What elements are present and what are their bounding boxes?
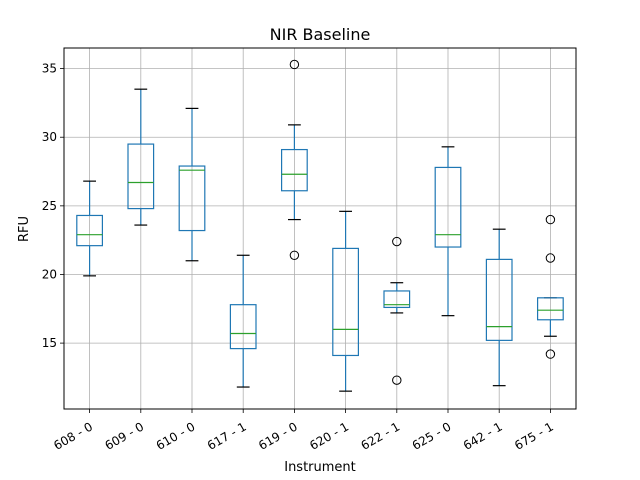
box-layer <box>76 59 564 392</box>
x-tick-label: 620 - 1 <box>307 419 351 452</box>
y-tick-label: 15 <box>42 336 57 350</box>
outlier-point <box>545 253 556 263</box>
chart-title: NIR Baseline <box>270 25 371 44</box>
box-609-0 <box>127 88 155 226</box>
iqr-box <box>332 247 359 357</box>
x-tick-label: 642 - 1 <box>461 419 505 452</box>
x-tick-label: 619 - 0 <box>256 419 300 452</box>
box-675-1 <box>536 214 564 359</box>
iqr-box <box>127 143 155 210</box>
y-tick-label: 25 <box>42 199 57 213</box>
outlier-point <box>545 214 556 225</box>
iqr-box <box>281 148 308 192</box>
outlier-point <box>545 349 556 359</box>
box-617-1 <box>229 254 257 388</box>
box-610-0 <box>178 107 206 262</box>
box-622-1 <box>383 236 411 385</box>
iqr-box <box>76 214 104 247</box>
iqr-box <box>229 304 257 350</box>
iqr-box <box>536 297 564 321</box>
iqr-box <box>485 258 513 341</box>
outlier-point <box>289 59 300 70</box>
box-619-0 <box>281 59 308 260</box>
tick-layer: 15 20 25 30 35 608 - 0 609 - 0 610 - 0 617 - 1 61… <box>42 62 556 453</box>
plot-frame <box>63 47 577 410</box>
outlier-point <box>392 236 402 247</box>
y-tick-label: 30 <box>42 130 57 144</box>
x-tick-label: 622 - 1 <box>358 419 402 452</box>
outlier-point <box>289 250 300 260</box>
y-tick-label: 20 <box>42 267 57 281</box>
iqr-box <box>383 290 411 309</box>
x-tick-label: 617 - 1 <box>205 419 249 452</box>
y-tick-label: 35 <box>42 62 57 76</box>
x-tick-label: 675 - 1 <box>512 419 556 452</box>
iqr-box <box>434 166 462 248</box>
box-642-1 <box>485 228 513 387</box>
x-axis-title: Instrument <box>284 460 356 475</box>
x-tick-label: 608 - 0 <box>51 419 95 452</box>
x-tick-label: 610 - 0 <box>154 419 198 452</box>
box-620-1 <box>332 210 359 392</box>
box-608-0 <box>76 180 104 277</box>
y-axis-title: RFU <box>17 216 32 242</box>
x-tick-label: 609 - 0 <box>102 419 146 452</box>
outlier-point <box>392 375 402 385</box>
iqr-box <box>178 165 206 232</box>
box-625-0 <box>434 146 462 317</box>
x-tick-label: 625 - 0 <box>410 419 454 452</box>
